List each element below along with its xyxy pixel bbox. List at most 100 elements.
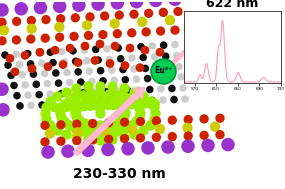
Point: [73, 127, 77, 130]
Point: [154, 119, 159, 122]
Point: [138, 111, 142, 114]
Point: [75, 131, 80, 134]
Point: [66, 99, 71, 102]
Point: [129, 31, 134, 34]
Text: 622 nm: 622 nm: [206, 0, 258, 10]
Point: [103, 130, 107, 133]
Point: [55, 128, 59, 131]
Point: [166, 146, 170, 149]
Point: [137, 116, 141, 119]
Point: [86, 34, 91, 37]
Point: [75, 117, 80, 120]
Point: [34, 83, 38, 86]
Point: [64, 132, 68, 136]
Point: [57, 26, 62, 29]
Point: [73, 109, 78, 112]
Point: [40, 103, 44, 106]
Point: [90, 122, 95, 125]
Point: [172, 98, 176, 101]
Point: [80, 129, 85, 132]
Point: [117, 14, 122, 17]
Point: [59, 116, 63, 119]
Point: [74, 136, 78, 139]
Point: [123, 103, 128, 106]
Point: [76, 105, 81, 108]
Point: [76, 70, 80, 73]
Point: [134, 103, 138, 106]
Point: [122, 121, 127, 124]
Point: [125, 89, 130, 92]
Point: [151, 105, 156, 108]
Point: [98, 139, 102, 142]
Point: [154, 66, 159, 69]
Point: [64, 90, 68, 93]
Point: [175, 54, 179, 57]
Point: [226, 143, 230, 146]
Text: Eu³⁺: Eu³⁺: [154, 66, 172, 75]
Point: [206, 144, 210, 147]
Point: [132, 132, 137, 136]
Point: [112, 79, 117, 82]
Point: [173, 29, 177, 32]
Point: [108, 62, 112, 65]
Point: [141, 128, 145, 131]
Point: [202, 134, 206, 137]
Point: [62, 60, 67, 64]
Point: [122, 114, 127, 117]
Point: [6, 64, 10, 67]
Point: [57, 36, 62, 39]
Point: [161, 11, 166, 14]
Point: [92, 99, 97, 102]
Point: [137, 88, 141, 91]
Point: [73, 111, 77, 114]
Point: [29, 19, 34, 22]
Point: [86, 149, 90, 152]
Point: [0, 21, 4, 24]
Point: [59, 106, 63, 109]
Point: [87, 100, 91, 103]
Point: [147, 123, 152, 126]
Point: [138, 66, 142, 69]
Point: [30, 67, 34, 70]
Point: [113, 45, 117, 48]
Point: [44, 105, 49, 108]
Point: [28, 62, 33, 65]
Point: [138, 120, 143, 123]
Point: [9, 74, 13, 77]
Point: [38, 51, 42, 54]
Point: [48, 100, 53, 103]
Point: [61, 63, 65, 66]
Point: [28, 38, 33, 41]
Point: [98, 99, 102, 102]
Point: [37, 93, 41, 96]
Point: [128, 47, 132, 50]
Point: [62, 103, 66, 106]
Point: [67, 81, 72, 84]
Point: [176, 10, 180, 13]
Point: [129, 103, 134, 106]
Point: [186, 134, 190, 137]
Point: [48, 51, 53, 54]
Point: [107, 131, 111, 134]
Point: [218, 133, 222, 136]
Point: [154, 136, 159, 139]
Point: [96, 2, 100, 5]
Point: [126, 147, 130, 150]
Point: [98, 124, 102, 127]
Point: [20, 73, 25, 76]
Point: [59, 50, 64, 53]
Point: [96, 59, 100, 62]
Point: [77, 4, 81, 7]
Point: [181, 86, 185, 89]
Point: [82, 49, 87, 52]
Point: [158, 51, 162, 54]
Point: [147, 102, 151, 105]
Point: [100, 104, 104, 107]
Point: [82, 102, 87, 105]
Point: [117, 119, 122, 122]
FancyArrow shape: [171, 41, 197, 65]
Point: [110, 138, 115, 141]
Point: [143, 67, 148, 70]
Point: [139, 45, 143, 48]
Point: [26, 94, 30, 97]
